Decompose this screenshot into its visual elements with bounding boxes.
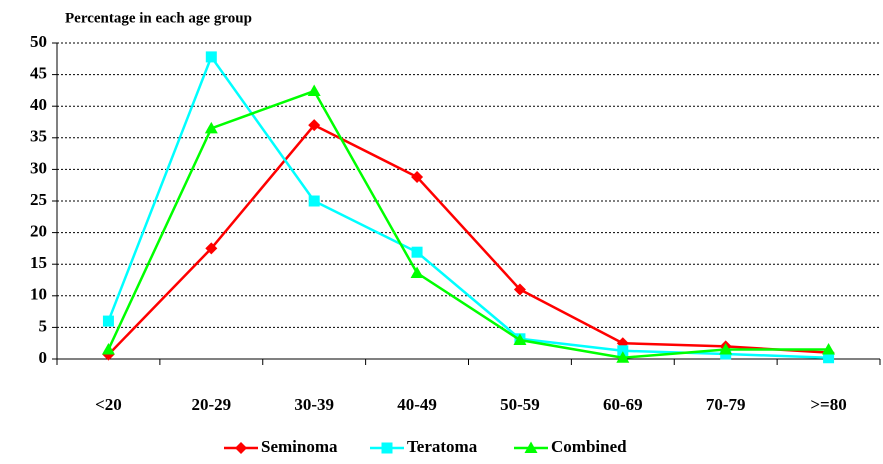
y-tick-label: 15 <box>30 253 47 272</box>
x-tick-label: 30-39 <box>294 395 334 414</box>
x-tick-label: >=80 <box>810 395 846 414</box>
series-line <box>107 54 829 359</box>
y-tick-label: 45 <box>30 64 47 83</box>
x-tick-label: 20-29 <box>191 395 231 414</box>
marker <box>307 84 321 97</box>
x-tick-label: 50-59 <box>500 395 540 414</box>
legend-marker <box>381 442 393 454</box>
y-tick-label: 5 <box>39 316 48 335</box>
y-tick-label: 30 <box>30 158 47 177</box>
legend-marker <box>235 442 247 454</box>
series <box>101 84 836 363</box>
marker <box>823 352 835 364</box>
marker <box>205 51 217 63</box>
series-line <box>107 89 829 359</box>
legend-label: Teratoma <box>407 437 478 456</box>
legend-label: Combined <box>551 437 627 456</box>
marker <box>308 195 320 207</box>
marker <box>513 333 527 346</box>
marker <box>101 343 115 355</box>
x-tick-label: 60-69 <box>603 395 643 414</box>
y-tick-label: 40 <box>30 95 47 114</box>
chart-title: Percentage in each age group <box>65 10 252 26</box>
marker <box>308 119 321 132</box>
y-tick-label: 50 <box>30 32 47 51</box>
marker <box>102 315 114 327</box>
series <box>102 51 835 364</box>
y-tick-label: 35 <box>30 127 47 146</box>
legend-marker <box>524 441 538 453</box>
marker <box>719 343 733 355</box>
marker <box>205 242 218 255</box>
marker <box>616 351 630 363</box>
legend-label: Seminoma <box>261 437 338 456</box>
y-tick-label: 20 <box>30 222 47 241</box>
marker <box>411 170 424 183</box>
marker <box>617 345 629 357</box>
x-tick-label: 40-49 <box>397 395 437 414</box>
marker <box>411 246 423 258</box>
marker <box>822 343 836 355</box>
y-tick-label: 0 <box>39 348 48 367</box>
series-line <box>107 123 829 356</box>
marker <box>204 121 218 134</box>
y-tick-label: 25 <box>30 190 47 209</box>
x-tick-label: 70-79 <box>706 395 746 414</box>
marker <box>410 266 424 279</box>
y-tick-label: 10 <box>30 285 47 304</box>
series <box>102 119 835 361</box>
marker <box>513 283 526 296</box>
x-tick-label: <20 <box>95 395 122 414</box>
